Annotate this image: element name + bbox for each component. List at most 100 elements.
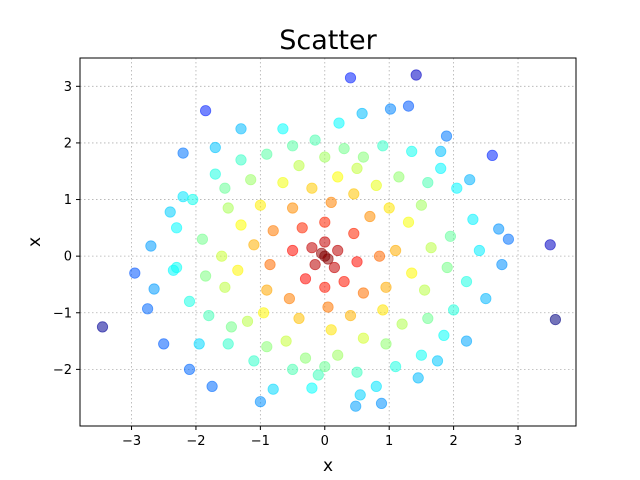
- scatter-point: [319, 250, 331, 262]
- scatter-point: [164, 206, 176, 218]
- scatter-point: [344, 309, 357, 322]
- x-tick-label: −3: [122, 434, 141, 449]
- y-tick-label: 1: [64, 193, 72, 208]
- scatter-point: [402, 100, 415, 112]
- scatter-point: [245, 174, 257, 186]
- scatter-point: [415, 199, 427, 211]
- scatter-point: [293, 160, 305, 172]
- x-axis-label: x: [323, 456, 333, 476]
- scatter-point: [357, 287, 369, 299]
- scatter-point: [267, 383, 279, 395]
- y-axis-label: x: [25, 237, 45, 247]
- scatter-point: [319, 360, 331, 373]
- scatter-point: [319, 216, 331, 228]
- scatter-point: [370, 380, 382, 392]
- scatter-point: [193, 338, 205, 350]
- scatter-point: [375, 397, 388, 409]
- scatter-point: [312, 369, 324, 381]
- scatter-point: [183, 363, 196, 375]
- scatter-point: [254, 199, 266, 211]
- y-tick-label: −1: [53, 306, 72, 321]
- scatter-point: [364, 210, 376, 223]
- scatter-point: [431, 355, 444, 367]
- scatter-point: [232, 264, 244, 276]
- scatter-point: [222, 202, 234, 214]
- scatter-point: [261, 341, 273, 353]
- scatter-point: [142, 303, 154, 315]
- scatter-point: [177, 147, 189, 159]
- scatter-point: [171, 222, 183, 234]
- scatter-point: [383, 202, 395, 214]
- scatter-point: [129, 267, 141, 279]
- scatter-point: [348, 227, 360, 240]
- scatter-point: [356, 107, 368, 120]
- scatter-point: [261, 148, 273, 160]
- scatter-point: [544, 239, 556, 251]
- scatter-point: [322, 301, 334, 313]
- scatter-point: [348, 188, 360, 200]
- scatter-point: [389, 360, 402, 373]
- scatter-point: [464, 174, 476, 186]
- scatter-point: [373, 250, 386, 262]
- scatter-point: [306, 242, 318, 254]
- scatter-point: [460, 275, 473, 288]
- scatter-point: [306, 182, 318, 194]
- scatter-point: [148, 283, 160, 295]
- x-tick-label: −1: [251, 434, 270, 449]
- scatter-point: [328, 261, 340, 274]
- scatter-point: [293, 312, 305, 324]
- scatter-point: [357, 151, 369, 163]
- ticks-layer: −3 −2 −1 0 1 2 3 −2 −1 0 1 2 3: [53, 80, 522, 449]
- scatter-point: [299, 273, 312, 285]
- scatter-point: [177, 191, 189, 203]
- scatter-point: [216, 250, 228, 262]
- scatter-point: [286, 363, 299, 375]
- scatter-point: [277, 123, 289, 135]
- scatter-point: [410, 69, 422, 81]
- scatter-point: [422, 177, 434, 189]
- scatter-point: [549, 313, 562, 326]
- scatter-point: [351, 256, 363, 268]
- scatter-point: [235, 219, 247, 231]
- scatter-point: [377, 140, 389, 152]
- scatter-point: [296, 222, 308, 234]
- scatter-point: [196, 233, 208, 245]
- scatter-point: [222, 338, 234, 350]
- y-tick-label: 0: [64, 250, 72, 265]
- x-tick-label: −2: [186, 434, 205, 449]
- scatter-point: [396, 318, 408, 330]
- chart-title: Scatter: [279, 25, 377, 56]
- scatter-point: [306, 382, 318, 394]
- scatter-point: [257, 307, 270, 319]
- scatter-point: [248, 355, 260, 367]
- scatter-point: [325, 196, 337, 208]
- scatter-point: [486, 149, 498, 161]
- scatter-point: [235, 123, 247, 135]
- scatter-point: [206, 380, 218, 392]
- scatter-point: [502, 233, 514, 245]
- scatter-point: [158, 338, 170, 350]
- scatter-point: [248, 239, 260, 251]
- scatter-point: [496, 258, 508, 271]
- points-layer: [96, 69, 562, 412]
- scatter-point: [200, 105, 212, 117]
- scatter-point: [203, 309, 215, 322]
- scatter-point: [384, 103, 397, 115]
- scatter-point: [286, 202, 299, 214]
- scatter-point: [338, 275, 350, 288]
- scatter-point: [447, 304, 460, 316]
- x-tick-label: 3: [514, 434, 522, 449]
- scatter-point: [351, 162, 363, 174]
- scatter-point: [209, 141, 221, 154]
- scatter-point: [473, 244, 485, 257]
- scatter-point: [319, 236, 331, 248]
- scatter-point: [325, 324, 337, 336]
- scatter-point: [350, 400, 362, 412]
- scatter-point: [309, 134, 321, 146]
- scatter-point: [299, 352, 312, 364]
- scatter-point: [187, 193, 199, 206]
- scatter-point: [171, 261, 183, 274]
- scatter-point: [332, 171, 344, 183]
- scatter-point: [219, 281, 231, 293]
- scatter-point: [283, 292, 295, 305]
